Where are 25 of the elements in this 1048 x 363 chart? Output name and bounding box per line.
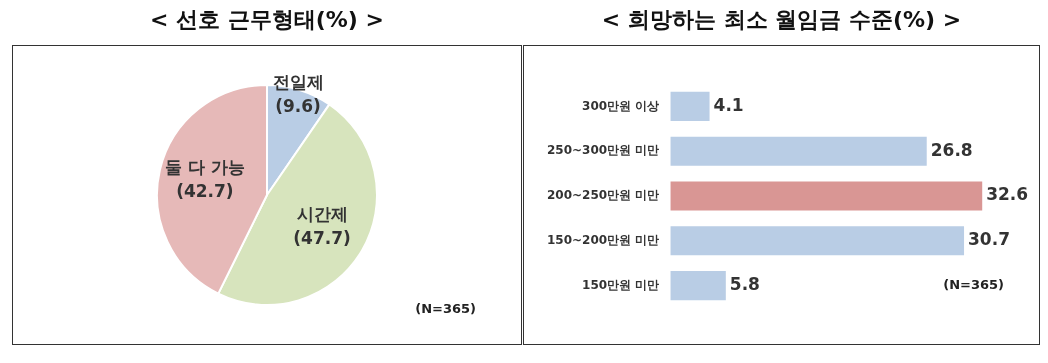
data-label: 26.8 [930,139,973,160]
data-label: (42.7) [176,180,234,201]
y-tick-label: 300만원 이상 [582,98,660,113]
data-label: (9.6) [275,95,321,116]
y-tick-label: 250~300만원 미만 [546,143,660,158]
chart-title: < 선호 근무형태(%) > [149,6,385,34]
data-label: 5.8 [729,274,760,295]
slice-label: 전일제 [272,71,324,92]
text: (N=365) [415,301,476,316]
slice-label: 둘 다 가능 [164,156,245,177]
y-tick-label: 200~250만원 미만 [546,188,660,203]
bar [670,181,983,211]
data-label: 4.1 [713,94,744,115]
bar [670,271,726,301]
data-label: (47.7) [293,227,351,248]
data-label: 32.6 [986,184,1029,205]
y-tick-label: 150~200만원 미만 [546,232,660,247]
bar [670,226,965,256]
bar [670,136,927,166]
data-label: 30.7 [968,229,1010,250]
slice-label: 시간제 [296,203,348,224]
bar [670,91,710,121]
annotation: (N=365) [943,277,1004,292]
chart-title: < 희망하는 최소 월임금 수준(%) > [600,6,963,34]
y-tick-label: 150만원 미만 [582,277,660,292]
